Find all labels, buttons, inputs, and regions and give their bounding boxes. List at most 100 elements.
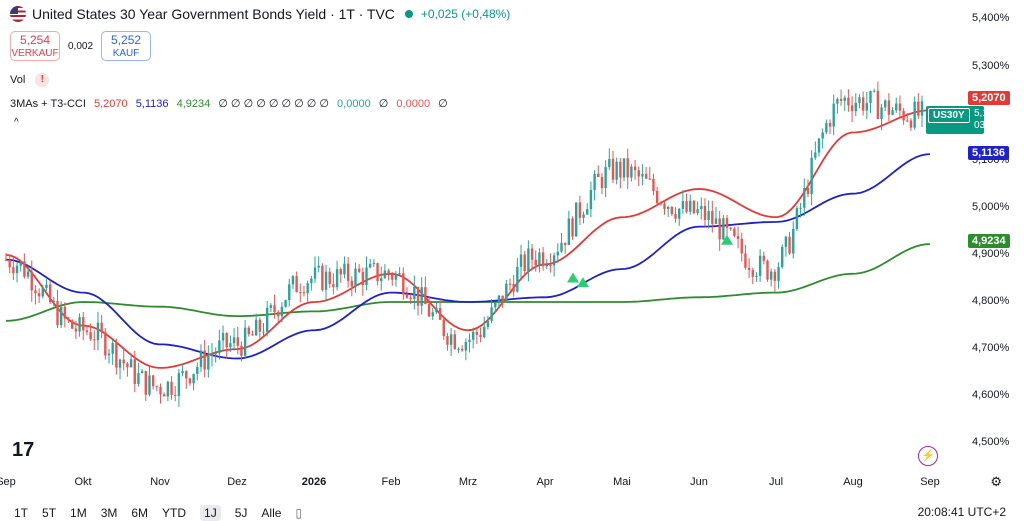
candle-body (269, 305, 273, 308)
candle-body (317, 265, 320, 268)
candle-body (159, 387, 162, 395)
ma3-value: 4,9234 (176, 98, 211, 110)
candle-body (891, 110, 894, 115)
ma-line (5, 153, 931, 360)
candle-body (251, 334, 254, 336)
lightning-icon[interactable]: ⚡ (918, 446, 938, 466)
candle-body (402, 273, 405, 295)
settings-gear-icon[interactable]: ⚙ (990, 474, 1002, 489)
candle-body (880, 107, 883, 120)
range-1j[interactable]: 1J (200, 505, 221, 521)
market-open-icon (404, 10, 413, 18)
candle-body (254, 319, 258, 336)
candle-body (361, 272, 365, 285)
buy-button[interactable]: 5,252 KAUF (101, 31, 152, 61)
empty-value-3: ∅ (438, 98, 448, 110)
candle-body (913, 101, 916, 128)
indicator-legend[interactable]: 3MAs + T3-CCI 5,2070 5,1136 4,9234 ∅ ∅ ∅… (10, 97, 453, 110)
candle-body (571, 218, 574, 237)
x-tick-label: 2026 (301, 476, 327, 488)
candle-body (45, 284, 48, 289)
candle-body (729, 227, 732, 229)
candle-body (210, 354, 214, 356)
range-5t[interactable]: 5T (42, 506, 57, 520)
symbol-title[interactable]: United States 30 Year Government Bonds Y… (32, 6, 395, 22)
candle-body (597, 173, 600, 178)
candle-body (505, 283, 508, 303)
range-1m[interactable]: 1M (70, 506, 87, 520)
candle-body (93, 339, 96, 341)
y-tick-label: 5,000% (972, 200, 1010, 213)
volume-legend[interactable]: Vol ! (10, 73, 50, 87)
candle-body (380, 278, 383, 282)
range-ytd[interactable]: YTD (162, 506, 187, 520)
goto-date-icon[interactable]: ▯ (295, 506, 303, 520)
range-1t[interactable]: 1T (14, 506, 29, 520)
candle-body (703, 205, 707, 220)
collapse-legend-icon[interactable]: ^ (14, 117, 19, 128)
sell-button[interactable]: 5,254 VERKAUF (10, 31, 60, 61)
candle-body (354, 268, 357, 287)
range-alle[interactable]: Alle (261, 506, 282, 520)
range-3m[interactable]: 3M (100, 506, 118, 520)
candle-body (265, 307, 269, 332)
tradingview-logo[interactable]: 17 (12, 439, 35, 461)
candle-body (339, 269, 342, 275)
candle-body (803, 188, 806, 208)
volume-label: Vol (10, 74, 26, 86)
candle-body (34, 290, 37, 294)
clock[interactable]: 20:08:41 UTC+2 (917, 505, 1006, 519)
candle-body (714, 218, 718, 224)
y-tick-label: 5,400% (972, 12, 1010, 25)
last-price-value: 5,197% (974, 108, 1008, 119)
candle-body (821, 132, 824, 139)
candle-body (115, 342, 118, 368)
candle-body (464, 342, 468, 351)
candle-body (405, 294, 409, 298)
empty-values: ∅ ∅ ∅ ∅ ∅ ∅ ∅ ∅ ∅ (218, 98, 329, 110)
candle-body (600, 177, 604, 189)
candle-body (839, 98, 843, 101)
candle-body (906, 120, 909, 122)
candle-body (96, 322, 100, 341)
candle-body (663, 203, 666, 209)
candle-body (332, 284, 335, 288)
candle-body (593, 173, 596, 190)
candle-body (67, 318, 70, 321)
candle-body (291, 276, 295, 285)
candle-body (302, 292, 306, 294)
range-5j[interactable]: 5J (234, 506, 248, 520)
candle-body (8, 259, 11, 268)
range-6m[interactable]: 6M (131, 506, 149, 520)
candle-body (563, 242, 567, 245)
candle-body (457, 348, 460, 350)
candle-body (858, 97, 861, 103)
candle-body (468, 339, 471, 343)
candle-body (637, 170, 640, 177)
candle-body (324, 271, 328, 290)
candle-body (494, 302, 497, 308)
candle-body (909, 120, 913, 128)
candle-body (398, 273, 401, 275)
candle-body (681, 201, 685, 209)
warning-icon[interactable]: ! (35, 73, 50, 87)
candle-body (648, 178, 651, 180)
candle-body (497, 295, 501, 303)
candle-body (203, 350, 206, 370)
candle-body (280, 306, 284, 317)
candle-body (575, 202, 578, 237)
candle-body (151, 375, 155, 387)
candle-body (295, 276, 298, 293)
candle-body (48, 284, 52, 303)
empty-value-2: ∅ (378, 98, 389, 110)
candle-body (41, 288, 44, 297)
candle-body (107, 353, 111, 356)
candle-body (299, 292, 302, 294)
range-bar: 1T 5T 1M 3M 6M YTD 1J 5J Alle ▯ (14, 505, 302, 521)
candle-body (78, 317, 81, 332)
candle-body (619, 161, 622, 178)
candle-body (328, 271, 331, 285)
candle-body (104, 331, 107, 356)
candle-body (181, 371, 184, 374)
